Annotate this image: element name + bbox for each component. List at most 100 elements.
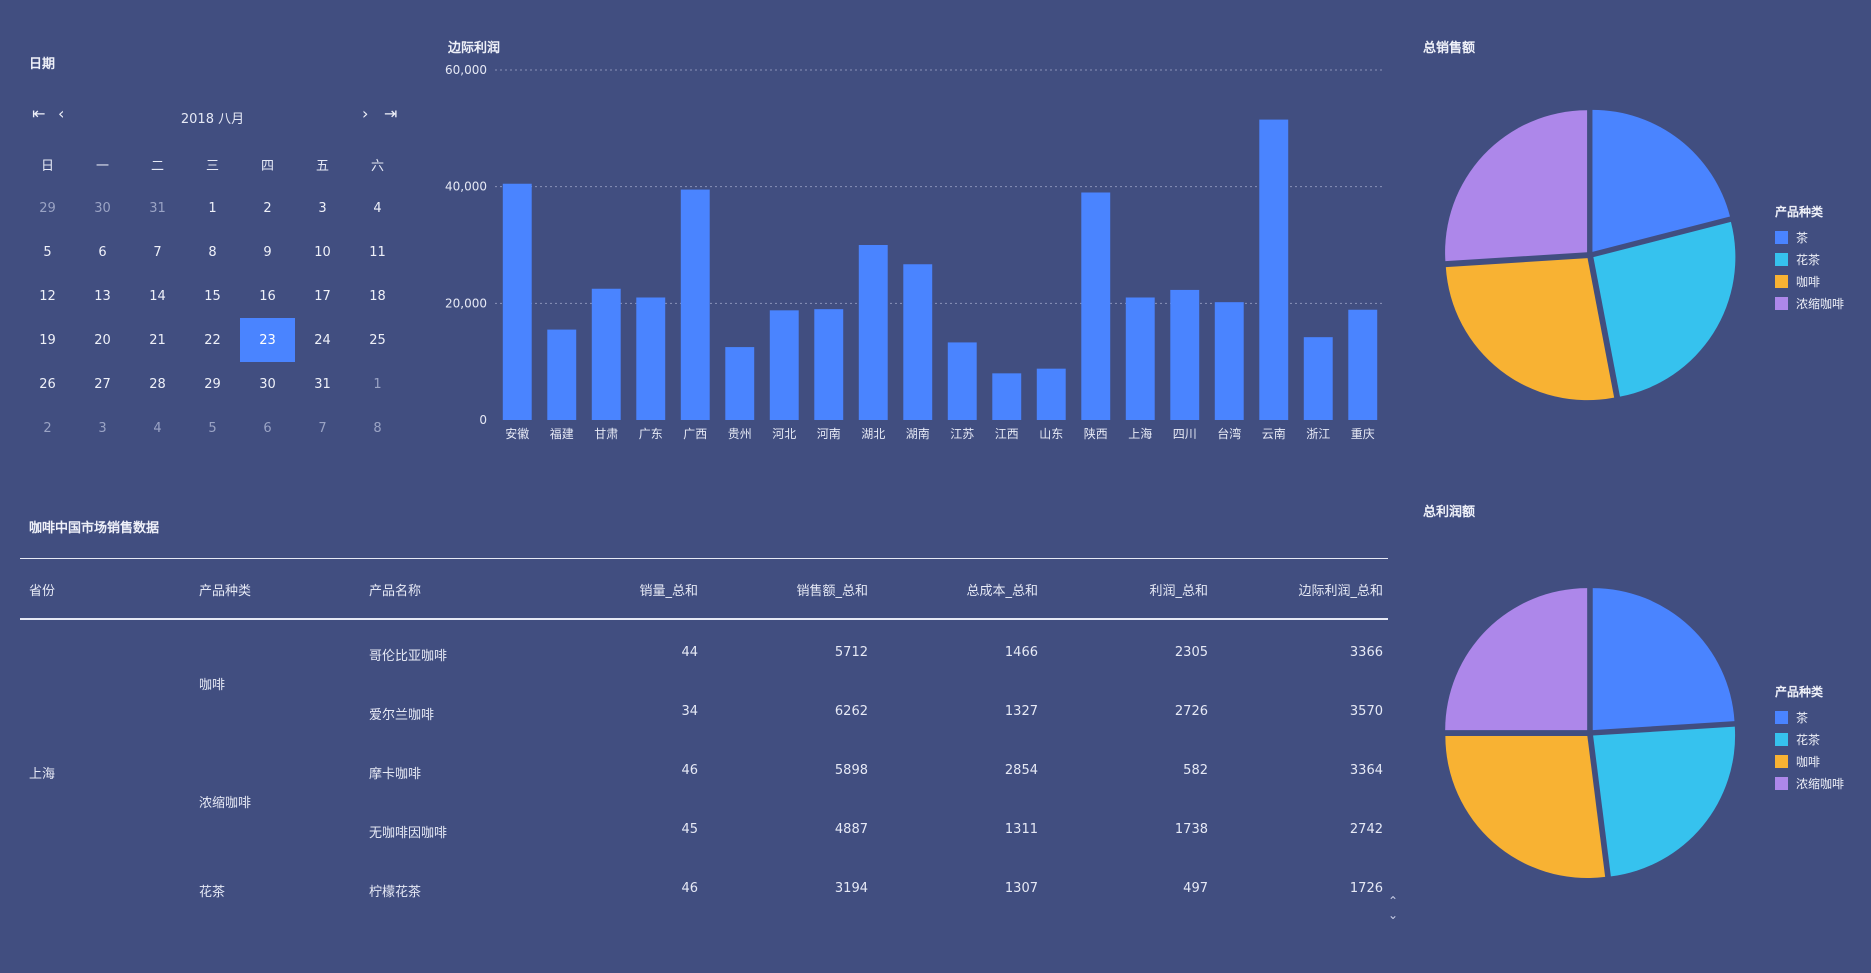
calendar-day[interactable]: 22 [204, 332, 221, 348]
calendar-day[interactable]: 15 [204, 288, 221, 304]
calendar-day[interactable]: 28 [149, 376, 166, 392]
calendar-day[interactable]: 30 [94, 200, 111, 216]
cell-product-type: 咖啡 [199, 678, 226, 693]
calendar-day[interactable]: 19 [39, 332, 56, 348]
x-tick-label: 云南 [1262, 426, 1286, 441]
x-tick-label: 台湾 [1217, 426, 1241, 441]
bar-河北[interactable] [769, 310, 799, 420]
calendar-day[interactable]: 2 [43, 420, 52, 436]
bar-陕西[interactable] [1081, 192, 1111, 421]
calendar-day[interactable]: 18 [369, 288, 386, 304]
bar-福建[interactable] [547, 329, 577, 420]
bar-广西[interactable] [680, 189, 710, 420]
legend-item[interactable]: 茶 [1775, 226, 1844, 248]
calendar-day[interactable]: 7 [318, 420, 327, 436]
calendar-day[interactable]: 30 [259, 376, 276, 392]
legend-swatch [1775, 274, 1788, 288]
calendar-day[interactable]: 8 [373, 420, 382, 436]
next-month-icon[interactable]: › [362, 104, 369, 123]
calendar-day[interactable]: 1 [208, 200, 217, 216]
calendar-day[interactable]: 20 [94, 332, 111, 348]
column-header: 边际利润_总和 [1298, 584, 1383, 599]
cell-value: 3570 [1349, 704, 1383, 719]
legend-title: 产品种类 [1775, 205, 1824, 219]
calendar-day[interactable]: 25 [369, 332, 386, 348]
bar-四川[interactable] [1170, 289, 1200, 420]
calendar-day[interactable]: 16 [259, 288, 276, 304]
x-tick-label: 广东 [639, 427, 663, 441]
calendar-day[interactable]: 4 [153, 420, 162, 436]
calendar-day[interactable]: 11 [369, 244, 386, 260]
bar-重庆[interactable] [1348, 309, 1378, 420]
bar-台湾[interactable] [1214, 302, 1244, 420]
calendar-day[interactable]: 21 [149, 332, 166, 348]
pie-slice-花茶[interactable] [1593, 726, 1736, 877]
calendar-day[interactable]: 6 [98, 244, 107, 260]
last-month-icon[interactable]: ⇥ [384, 104, 398, 123]
pie-slice-花茶[interactable] [1593, 221, 1736, 397]
calendar-day[interactable]: 24 [314, 332, 331, 348]
bar-江西[interactable] [992, 373, 1022, 420]
bar-湖北[interactable] [858, 245, 888, 420]
calendar-day[interactable]: 5 [208, 420, 217, 436]
calendar-day[interactable]: 6 [263, 420, 272, 436]
cell-product-name: 摩卡咖啡 [369, 767, 422, 782]
bar-上海[interactable] [1125, 297, 1155, 421]
cell-value: 2742 [1349, 822, 1383, 837]
legend-swatch [1775, 252, 1788, 266]
calendar-day[interactable]: 5 [43, 244, 52, 260]
first-month-icon[interactable]: ⇤ [32, 104, 46, 123]
table-scroll-icon[interactable]: ⌃ ⌄ [1388, 894, 1399, 922]
calendar-day[interactable]: 10 [314, 244, 331, 260]
calendar-day[interactable]: 9 [263, 244, 272, 260]
calendar-day[interactable]: 29 [39, 200, 56, 216]
x-tick-label: 安徽 [505, 426, 529, 441]
bar-甘肃[interactable] [591, 288, 621, 420]
calendar-day[interactable]: 31 [149, 200, 166, 216]
calendar-day[interactable]: 17 [314, 288, 331, 304]
bar-山东[interactable] [1036, 368, 1066, 420]
bar-广东[interactable] [636, 297, 666, 421]
legend-item[interactable]: 花茶 [1775, 728, 1844, 750]
cell-value: 6262 [834, 704, 868, 719]
legend-item[interactable]: 咖啡 [1775, 750, 1844, 772]
bar-贵州[interactable] [725, 347, 755, 420]
calendar-day[interactable]: 2 [263, 200, 272, 216]
calendar-day[interactable]: 12 [39, 288, 56, 304]
calendar-day[interactable]: 8 [208, 244, 217, 260]
legend-swatch [1775, 732, 1788, 746]
calendar-day[interactable]: 1 [373, 376, 382, 392]
pie-slice-咖啡[interactable] [1445, 736, 1606, 879]
bar-安徽[interactable] [502, 183, 532, 420]
bar-云南[interactable] [1259, 119, 1289, 421]
legend-item[interactable]: 咖啡 [1775, 270, 1844, 292]
calendar-day[interactable]: 23 [240, 318, 295, 362]
legend-item[interactable]: 浓缩咖啡 [1775, 772, 1844, 794]
pie-slice-茶[interactable] [1592, 109, 1730, 252]
bar-河南[interactable] [814, 309, 844, 420]
cell-value: 46 [681, 763, 698, 778]
pie-slice-浓缩咖啡[interactable] [1445, 110, 1588, 262]
bar-江苏[interactable] [947, 342, 977, 420]
prev-month-icon[interactable]: ‹ [58, 104, 65, 123]
legend-item[interactable]: 花茶 [1775, 248, 1844, 270]
legend-item[interactable]: 茶 [1775, 706, 1844, 728]
calendar-day[interactable]: 26 [39, 376, 56, 392]
calendar-day[interactable]: 29 [204, 376, 221, 392]
cell-product-name: 哥伦比亚咖啡 [369, 649, 448, 664]
bar-浙江[interactable] [1303, 337, 1333, 420]
pie-slice-咖啡[interactable] [1445, 258, 1615, 401]
calendar-day[interactable]: 14 [149, 288, 166, 304]
pie-profit-chart [1445, 588, 1736, 879]
calendar-day[interactable]: 31 [314, 376, 331, 392]
pie-slice-浓缩咖啡[interactable] [1445, 588, 1588, 731]
bar-湖南[interactable] [903, 264, 933, 420]
pie-slice-茶[interactable] [1592, 588, 1735, 731]
legend-item[interactable]: 浓缩咖啡 [1775, 292, 1844, 314]
calendar-day[interactable]: 13 [94, 288, 111, 304]
calendar-day[interactable]: 3 [318, 200, 327, 216]
calendar-day[interactable]: 3 [98, 420, 107, 436]
calendar-day[interactable]: 27 [94, 376, 111, 392]
calendar-day[interactable]: 4 [373, 200, 382, 216]
calendar-day[interactable]: 7 [153, 244, 162, 260]
